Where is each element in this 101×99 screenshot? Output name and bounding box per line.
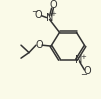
Text: +: + — [80, 54, 86, 60]
Text: +: + — [51, 11, 56, 17]
Text: −: − — [31, 8, 38, 17]
Text: N: N — [46, 13, 53, 23]
Text: O: O — [35, 40, 43, 50]
Text: O: O — [84, 66, 91, 76]
Text: O: O — [35, 10, 42, 20]
Text: O: O — [50, 0, 57, 10]
Text: N: N — [75, 55, 82, 65]
Text: −: − — [80, 70, 87, 79]
